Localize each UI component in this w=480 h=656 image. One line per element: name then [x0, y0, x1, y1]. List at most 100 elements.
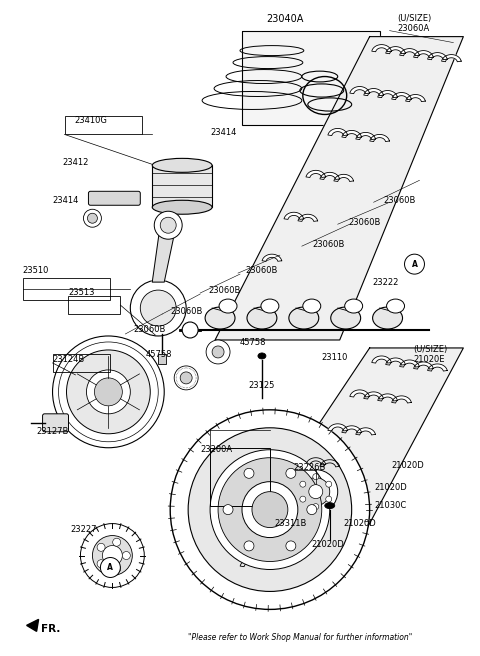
Text: 23513: 23513 [69, 287, 95, 297]
Polygon shape [215, 348, 463, 579]
Text: (U/SIZE): (U/SIZE) [413, 346, 448, 354]
Polygon shape [356, 133, 375, 140]
Circle shape [210, 450, 330, 569]
Ellipse shape [325, 502, 335, 508]
Circle shape [307, 504, 317, 514]
Text: 23124B: 23124B [52, 356, 85, 365]
Text: 23227: 23227 [71, 525, 97, 534]
Polygon shape [386, 47, 406, 54]
Polygon shape [378, 91, 397, 98]
Circle shape [113, 565, 120, 573]
Polygon shape [364, 89, 384, 96]
Text: 23414: 23414 [52, 195, 79, 205]
Circle shape [100, 558, 120, 577]
Text: 21030C: 21030C [374, 501, 407, 510]
Polygon shape [262, 525, 282, 533]
Polygon shape [370, 134, 389, 142]
Polygon shape [320, 460, 339, 467]
Text: 23127B: 23127B [36, 427, 69, 436]
Bar [69, 296, 120, 314]
Text: 21020D: 21020D [392, 461, 424, 470]
Polygon shape [400, 360, 420, 367]
Text: 23110: 23110 [322, 354, 348, 362]
Text: 21020E: 21020E [413, 356, 445, 365]
Bar [210, 448, 270, 506]
Ellipse shape [219, 299, 237, 313]
Polygon shape [152, 225, 176, 282]
Ellipse shape [386, 299, 405, 313]
Polygon shape [350, 390, 370, 397]
Circle shape [180, 372, 192, 384]
Bar [52, 354, 110, 372]
Text: 23200A: 23200A [200, 445, 232, 454]
Text: 23060B: 23060B [208, 285, 240, 295]
Text: 21020D: 21020D [312, 540, 345, 549]
Circle shape [174, 366, 198, 390]
Circle shape [97, 560, 105, 567]
Text: 23060B: 23060B [245, 266, 277, 275]
Bar [64, 117, 142, 134]
Ellipse shape [303, 299, 321, 313]
Polygon shape [364, 392, 384, 399]
Polygon shape [406, 94, 425, 102]
Polygon shape [298, 215, 318, 221]
Text: "Please refer to Work Shop Manual for further information": "Please refer to Work Shop Manual for fu… [188, 633, 412, 642]
Circle shape [212, 346, 224, 358]
Polygon shape [392, 396, 411, 403]
Circle shape [84, 209, 101, 227]
Polygon shape [284, 213, 304, 219]
Text: 23412: 23412 [62, 158, 88, 167]
Ellipse shape [331, 307, 360, 329]
Text: 23060A: 23060A [397, 24, 430, 33]
Polygon shape [306, 171, 325, 178]
Text: 23414: 23414 [210, 128, 237, 137]
Text: FR.: FR. [41, 625, 60, 634]
Polygon shape [442, 54, 461, 62]
Text: 45758: 45758 [145, 350, 172, 359]
Circle shape [122, 552, 130, 560]
Text: 23060B: 23060B [348, 218, 381, 227]
Polygon shape [356, 428, 375, 435]
Text: 23410G: 23410G [74, 116, 107, 125]
Circle shape [95, 378, 122, 406]
Circle shape [244, 468, 254, 478]
Ellipse shape [205, 307, 235, 329]
Circle shape [154, 211, 182, 239]
Circle shape [302, 478, 330, 506]
Ellipse shape [261, 299, 279, 313]
Bar [242, 31, 380, 125]
Circle shape [81, 523, 144, 588]
Text: 23060B: 23060B [170, 306, 203, 316]
Ellipse shape [345, 299, 363, 313]
Text: 23510: 23510 [23, 266, 49, 275]
Polygon shape [428, 52, 447, 60]
Polygon shape [378, 394, 397, 401]
Ellipse shape [372, 307, 403, 329]
FancyBboxPatch shape [88, 192, 140, 205]
Ellipse shape [182, 322, 198, 338]
Text: A: A [411, 260, 418, 269]
Ellipse shape [152, 158, 212, 173]
Polygon shape [320, 173, 339, 180]
Text: 23311B: 23311B [274, 519, 306, 528]
Polygon shape [240, 560, 260, 567]
Circle shape [86, 370, 130, 414]
Bar [23, 278, 110, 300]
Circle shape [300, 496, 306, 502]
Circle shape [286, 541, 296, 551]
Text: 23060B: 23060B [384, 195, 416, 205]
Polygon shape [262, 254, 282, 261]
Polygon shape [328, 424, 348, 431]
Circle shape [326, 481, 332, 487]
Polygon shape [26, 619, 38, 631]
Circle shape [113, 538, 120, 546]
Polygon shape [350, 87, 370, 94]
Circle shape [188, 428, 352, 592]
Polygon shape [414, 51, 433, 58]
Ellipse shape [247, 307, 277, 329]
Circle shape [67, 350, 150, 434]
Circle shape [97, 543, 105, 551]
Polygon shape [328, 129, 348, 136]
Ellipse shape [289, 307, 319, 329]
Circle shape [52, 336, 164, 448]
